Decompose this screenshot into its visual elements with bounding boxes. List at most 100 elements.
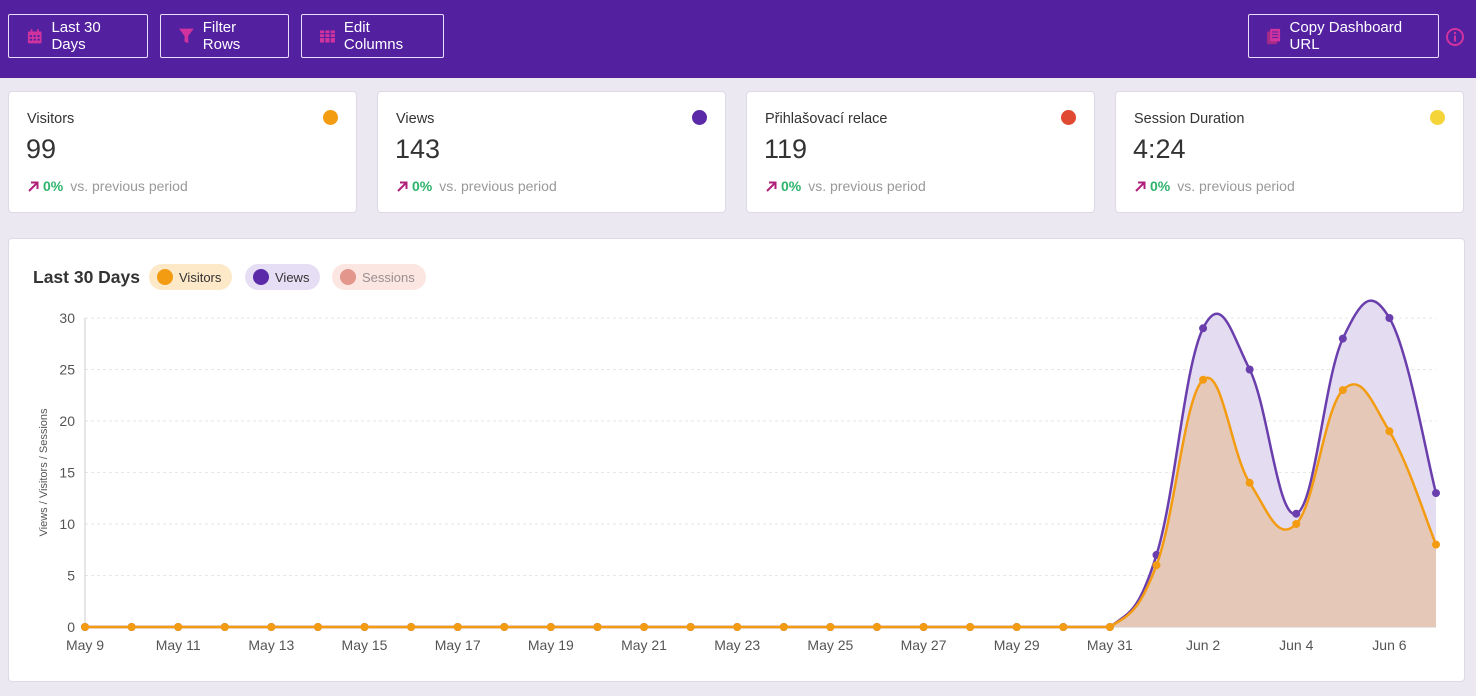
trend-up-arrow-icon	[397, 181, 408, 192]
x-tick-label: May 17	[435, 637, 481, 653]
legend-chip-views[interactable]: Views	[245, 264, 321, 290]
data-point-visitors	[267, 623, 276, 631]
card-label: Views	[396, 111, 435, 127]
copy-icon	[1267, 28, 1281, 44]
card-comparison: 0% vs. previous period	[765, 178, 926, 194]
data-point-visitors	[360, 623, 369, 631]
data-point-views	[1245, 365, 1254, 374]
x-tick-label: May 25	[807, 637, 853, 653]
card-color-dot	[692, 110, 707, 125]
date-range-button[interactable]: Last 30 Days	[8, 14, 148, 58]
legend-label: Visitors	[179, 269, 222, 285]
card-value: 4:24	[1133, 134, 1186, 164]
data-point-visitors	[872, 623, 881, 631]
chart-panel: 0 5 10 15 20 25 30 May 9 May 11 May 13 May 15 May 1…	[8, 238, 1465, 682]
data-point-visitors	[1152, 561, 1161, 570]
visitors-card[interactable]: Visitors 99 0% vs. previous period	[8, 91, 357, 213]
data-point-views	[1385, 314, 1394, 322]
data-point-visitors	[1338, 386, 1347, 395]
trend-up-arrow-icon	[766, 181, 777, 192]
x-tick-label: Jun 2	[1186, 637, 1220, 653]
data-point-visitors	[966, 623, 975, 631]
y-tick-label: 0	[67, 619, 75, 635]
data-point-visitors	[919, 623, 928, 631]
legend-chip-sessions[interactable]: Sessions	[332, 264, 426, 290]
card-comparison: 0% vs. previous period	[396, 178, 557, 194]
x-tick-label: May 13	[248, 637, 294, 653]
y-tick-label: 25	[59, 362, 75, 378]
filter-rows-button[interactable]: Filter Rows	[160, 14, 289, 58]
card-change: 0%	[781, 178, 802, 194]
y-tick-label: 10	[59, 516, 75, 532]
data-point-visitors	[500, 623, 509, 631]
card-change: 0%	[43, 178, 64, 194]
x-tick-label: May 21	[621, 637, 667, 653]
data-point-visitors	[1432, 540, 1440, 549]
card-compare-text: vs. previous period	[439, 178, 557, 194]
card-color-dot	[1430, 110, 1445, 125]
card-change: 0%	[1150, 178, 1171, 194]
session-duration-card[interactable]: Session Duration 4:24 0% vs. previous pe…	[1115, 91, 1464, 213]
data-point-visitors	[1245, 478, 1254, 487]
card-compare-text: vs. previous period	[70, 178, 188, 194]
x-tick-label: Jun 4	[1279, 637, 1313, 653]
copy-dashboard-url-button[interactable]: Copy Dashboard URL	[1248, 14, 1439, 58]
columns-icon	[320, 29, 335, 43]
data-point-visitors	[453, 623, 462, 631]
card-comparison: 0% vs. previous period	[1134, 178, 1295, 194]
data-point-visitors	[686, 623, 695, 631]
data-point-visitors	[733, 623, 742, 631]
legend-label: Sessions	[362, 269, 415, 285]
card-color-dot	[1061, 110, 1076, 125]
chart-title: Last 30 Days	[33, 267, 141, 287]
legend-label: Views	[275, 269, 310, 285]
data-point-visitors	[1105, 623, 1114, 631]
data-point-views	[1199, 324, 1208, 333]
data-point-visitors	[220, 623, 229, 631]
y-tick-label: 5	[67, 568, 75, 584]
edit-columns-label: Edit Columns	[343, 19, 404, 53]
x-tick-label: May 27	[901, 637, 947, 653]
data-point-visitors	[407, 623, 416, 631]
x-tick-label: May 15	[342, 637, 388, 653]
data-point-views	[1338, 334, 1347, 343]
y-tick-label: 30	[59, 310, 75, 326]
data-point-visitors	[546, 623, 555, 631]
legend-chip-visitors[interactable]: Visitors	[149, 264, 233, 290]
card-label: Visitors	[27, 111, 75, 127]
legend-dot	[253, 269, 269, 285]
card-label: Přihlašovací relace	[765, 111, 888, 127]
info-icon[interactable]	[1445, 27, 1465, 47]
edit-columns-button[interactable]: Edit Columns	[301, 14, 444, 58]
card-value: 119	[764, 134, 808, 164]
x-tick-label: May 11	[156, 637, 201, 653]
card-comparison: 0% vs. previous period	[27, 178, 188, 194]
card-compare-text: vs. previous period	[1177, 178, 1295, 194]
data-point-visitors	[174, 623, 183, 631]
line-chart: 0 5 10 15 20 25 30 May 9 May 11 May 13 May 15 May 1…	[38, 299, 1440, 653]
card-value: 143	[395, 134, 441, 164]
data-point-visitors	[1012, 623, 1021, 631]
x-tick-label: May 9	[66, 637, 104, 653]
data-point-visitors	[127, 623, 136, 631]
x-tick-label: Jun 6	[1372, 637, 1406, 653]
views-card[interactable]: Views 143 0% vs. previous period	[377, 91, 726, 213]
card-change: 0%	[412, 178, 433, 194]
card-color-dot	[323, 110, 338, 125]
sessions-card[interactable]: Přihlašovací relace 119 0% vs. previous …	[746, 91, 1095, 213]
legend-dot	[340, 269, 356, 285]
x-tick-label: May 31	[1087, 637, 1133, 653]
data-point-visitors	[1199, 375, 1208, 384]
calendar-icon	[27, 28, 42, 43]
top-toolbar: Last 30 Days Filter Rows Edit Columns Co…	[0, 0, 1476, 78]
date-range-label: Last 30 Days	[51, 19, 101, 53]
y-tick-label: 20	[59, 413, 75, 429]
card-label: Session Duration	[1134, 111, 1245, 127]
x-tick-label: May 29	[994, 637, 1040, 653]
data-point-visitors	[1292, 520, 1301, 528]
y-axis-label: Views / Visitors / Sessions	[38, 408, 50, 536]
data-point-visitors	[779, 623, 788, 631]
data-point-views	[1292, 509, 1301, 518]
card-compare-text: vs. previous period	[808, 178, 926, 194]
filter-rows-label: Filter Rows	[202, 19, 241, 53]
